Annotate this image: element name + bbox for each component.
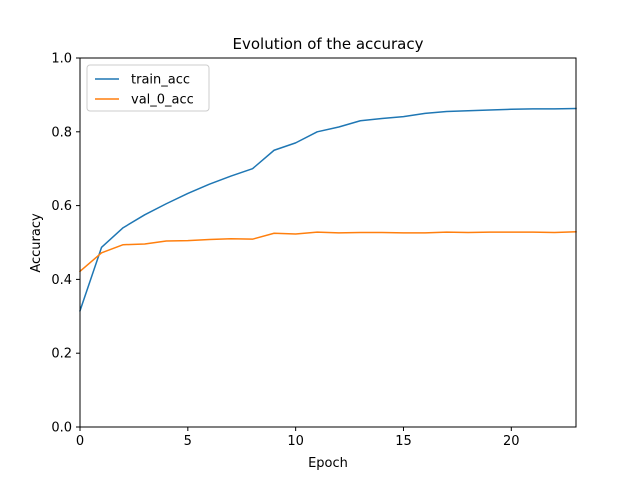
legend-label-val-0-acc: val_0_acc <box>131 93 194 108</box>
x-axis-ticks: 0 5 10 15 20 <box>76 427 520 449</box>
axes-frame <box>79 57 577 428</box>
series-layer <box>78 107 577 312</box>
chart-title: Evolution of the accuracy <box>233 35 424 53</box>
x-tick-label: 0 <box>76 434 84 449</box>
x-axis-label: Epoch <box>308 456 348 471</box>
y-axis-label: Accuracy <box>29 213 44 273</box>
y-tick-label: 0.4 <box>51 273 72 288</box>
x-tick-label: 10 <box>287 434 304 449</box>
legend: train_acc val_0_acc <box>86 64 210 112</box>
y-tick-label: 0.0 <box>51 421 72 436</box>
series-line-val-0-acc <box>78 231 577 273</box>
x-tick-label: 5 <box>184 434 192 449</box>
y-tick-label: 0.2 <box>51 347 72 362</box>
y-tick-label: 1.0 <box>51 52 72 67</box>
y-tick-label: 0.8 <box>51 125 72 140</box>
x-tick-label: 15 <box>395 434 412 449</box>
y-axis-ticks: 0.0 0.2 0.4 0.6 0.8 1.0 <box>51 52 80 436</box>
series-line-train-acc <box>79 107 577 312</box>
y-tick-label: 0.6 <box>51 199 72 214</box>
legend-label-train-acc: train_acc <box>131 73 190 88</box>
x-tick-label: 20 <box>503 434 520 449</box>
